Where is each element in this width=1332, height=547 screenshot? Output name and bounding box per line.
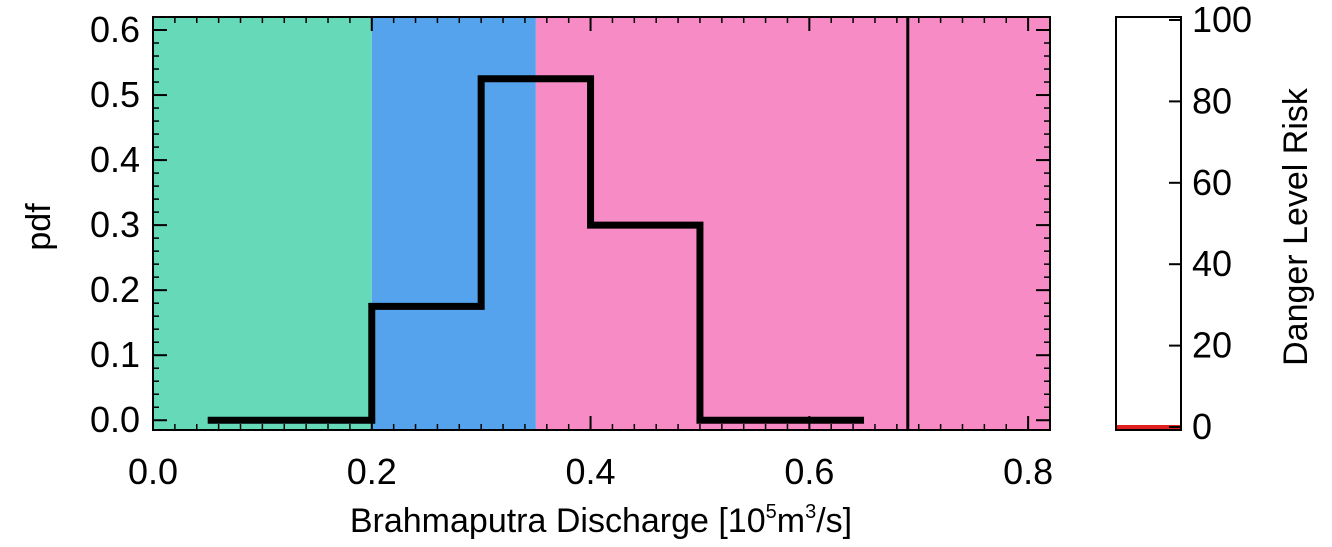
y-tick-label: 0.4 <box>90 139 140 180</box>
risk-tick-label: 60 <box>1192 162 1232 203</box>
plot-frame <box>152 16 1051 431</box>
risk-tick-label: 100 <box>1192 0 1252 40</box>
risk-gauge-frame <box>1115 16 1182 431</box>
y-tick-label: 0.3 <box>90 204 140 245</box>
y-tick-label: 0.5 <box>90 74 140 115</box>
y-tick-label: 0.1 <box>90 334 140 375</box>
risk-tick-label: 40 <box>1192 243 1232 284</box>
band-0 <box>153 17 372 430</box>
risk-tick-label: 0 <box>1192 406 1212 447</box>
x-tick-label: 0.8 <box>1003 451 1053 492</box>
x-tick-label: 0.2 <box>347 451 397 492</box>
y-axis-label: pdf <box>20 203 58 251</box>
risk-tick-label: 20 <box>1192 325 1232 366</box>
y-tick-label: 0.6 <box>90 9 140 50</box>
risk-axis-ticks: 0 20 40 60 80 100 <box>1169 0 1252 447</box>
risk-tick-label: 80 <box>1192 80 1232 121</box>
x-tick-label: 0.6 <box>784 451 834 492</box>
pdf-step-line <box>207 75 865 424</box>
x-tick-label: 0.4 <box>566 451 616 492</box>
x-tick-label: 0.0 <box>128 451 178 492</box>
risk-level-bar <box>1117 425 1180 429</box>
risk-axis-label: Danger Level Risk <box>1277 87 1315 366</box>
y-tick-label: 0.2 <box>90 269 140 310</box>
pdf-step-series <box>207 75 865 424</box>
y-tick-label: 0.0 <box>90 399 140 440</box>
x-axis-label: Brahmaputra Discharge [105m3/s] <box>350 501 852 540</box>
band-1 <box>371 17 536 430</box>
axis-ticks: 0.0 0.2 0.4 0.6 0.8 0.0 0.1 0.2 0.3 0.4 0.5 0.6 <box>90 9 1053 492</box>
